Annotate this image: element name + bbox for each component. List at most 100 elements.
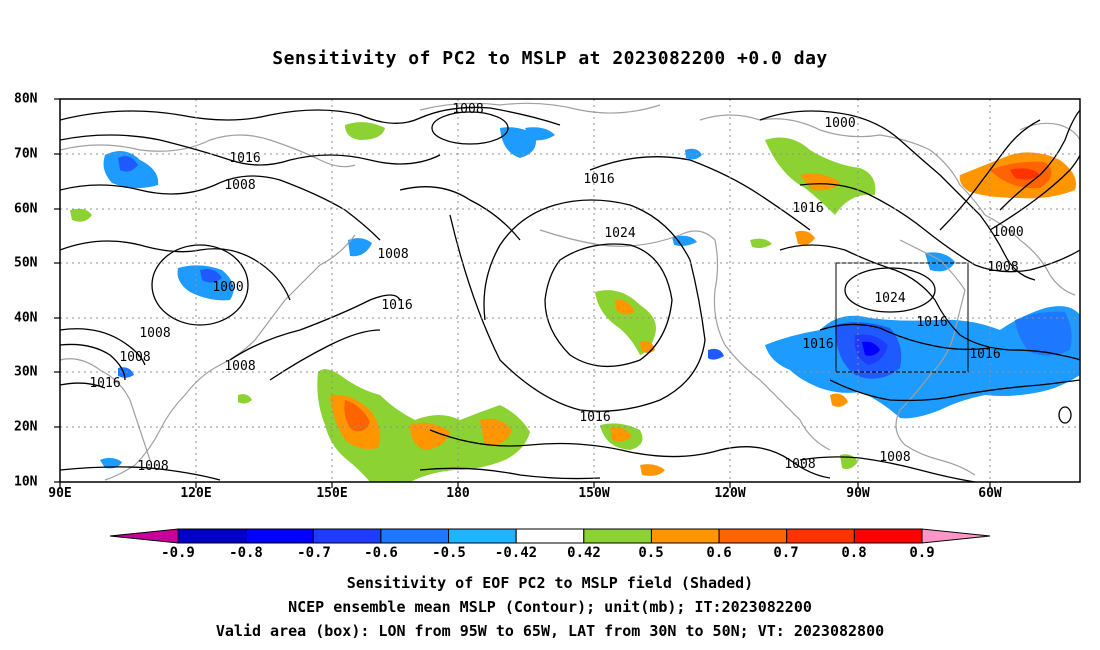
contour-label: 1016 (802, 337, 833, 352)
colorbar-tick: 0.5 (638, 545, 664, 561)
colorbar-cells (177, 528, 923, 544)
contour-label: 1008 (452, 102, 483, 117)
lat-label: 60N (14, 201, 38, 217)
contour-label: 1016 (579, 410, 610, 425)
contour-label: 1016 (229, 151, 260, 166)
map-frame (59, 98, 1081, 483)
negative-area (500, 127, 536, 158)
contour-label: 1008 (784, 457, 815, 472)
contour-label: 1008 (879, 450, 910, 465)
contour-label: 1008 (224, 359, 255, 374)
negative-area (348, 238, 372, 257)
mslp-contours (60, 106, 1080, 482)
contour-label: 1008 (224, 178, 255, 193)
lat-label: 30N (14, 364, 38, 380)
lon-label: 90E (48, 486, 72, 501)
contour-label: 1000 (212, 280, 243, 295)
lon-label: 120E (180, 486, 212, 501)
colorbar-cell (853, 528, 923, 544)
colorbar-cell (786, 528, 855, 544)
negative-area (685, 148, 702, 160)
colorbar-tick: 0.9 (909, 545, 935, 561)
contour-label: 1024 (604, 226, 635, 241)
colorbar-tick: 0.42 (567, 545, 601, 561)
contour-label: 1008 (119, 350, 150, 365)
footer-line-2: NCEP ensemble mean MSLP (Contour); unit(… (288, 598, 812, 616)
lon-label: 60W (978, 486, 1002, 501)
contour-label: 1008 (137, 459, 168, 474)
contour-label: 1016 (89, 376, 120, 391)
positive-area (344, 400, 370, 432)
positive-area (70, 208, 92, 222)
lat-label: 80N (14, 91, 38, 107)
negative-area (862, 341, 880, 356)
map-title: Sensitivity of PC2 to MSLP at 2023082200… (272, 48, 828, 69)
positive-area (610, 427, 632, 442)
positive-area (238, 394, 252, 404)
colorbar-under-arrow (109, 528, 179, 544)
colorbar-tick: -0.6 (364, 545, 398, 561)
colorbar-tick: 0.6 (706, 545, 732, 561)
colorbar-tick: -0.9 (161, 545, 195, 561)
colorbar-cell (583, 528, 652, 544)
colorbar-cell (650, 528, 720, 544)
contour-label: 1000 (824, 116, 855, 131)
negative-area (177, 265, 234, 301)
contour-label: 1016 (916, 315, 947, 330)
negative-area (118, 156, 138, 172)
positive-area (800, 173, 840, 191)
negative-area (100, 457, 122, 469)
positive-area (1010, 168, 1040, 180)
footer-line-1: Sensitivity of EOF PC2 to MSLP field (Sh… (346, 574, 754, 592)
colorbar-cell (177, 528, 247, 544)
positive-area (640, 464, 665, 476)
colorbar-tick: -0.7 (297, 545, 331, 561)
negative-area (200, 269, 222, 283)
footer-line-3: Valid area (box): LON from 95W to 65W, L… (215, 622, 885, 640)
colorbar-tick: -0.8 (229, 545, 263, 561)
colorbar-cell (515, 528, 585, 544)
negative-area (525, 127, 555, 141)
axis-ticks (54, 98, 991, 488)
negative-area (1015, 311, 1072, 356)
positive-area (750, 238, 772, 248)
contour-label: 1008 (377, 247, 408, 262)
negative-area (925, 252, 955, 272)
shaded-sensitivity (70, 122, 1080, 482)
lat-label: 20N (14, 419, 38, 435)
positive-area (345, 122, 385, 140)
contour-label: 1024 (874, 291, 905, 306)
grid-lines (60, 99, 1080, 482)
colorbar-cell (312, 528, 382, 544)
lon-label: 150E (316, 486, 348, 501)
colorbar-cell (718, 528, 788, 544)
colorbar-over-arrow (921, 528, 991, 544)
positive-area (615, 299, 635, 315)
contour-label: 1008 (987, 260, 1018, 275)
contour-label: 1000 (992, 225, 1023, 240)
negative-area (708, 348, 724, 360)
positive-area (410, 422, 450, 450)
colorbar-cell (448, 528, 517, 544)
lat-label: 10N (14, 474, 38, 490)
lat-label: 40N (14, 310, 38, 326)
lat-label: 70N (14, 146, 38, 162)
contour-label: 1008 (139, 326, 170, 341)
colorbar-tick: -0.42 (494, 545, 538, 561)
colorbar-cell (245, 528, 314, 544)
lon-label: 120W (714, 486, 746, 501)
colorbar-cell (380, 528, 450, 544)
colorbar-tick: 0.7 (773, 545, 799, 561)
colorbar-tick: -0.5 (432, 545, 466, 561)
positive-area (595, 290, 656, 355)
positive-area (795, 230, 815, 246)
contour-label: 1016 (792, 201, 823, 216)
lat-label: 50N (14, 255, 38, 271)
contour-labels: 1008 1016 1008 1000 1008 1008 1016 1008 … (89, 102, 1023, 474)
negative-area (672, 235, 697, 246)
positive-area (480, 418, 512, 447)
lon-label: 90W (846, 486, 870, 501)
contour-label: 1016 (969, 347, 1000, 362)
